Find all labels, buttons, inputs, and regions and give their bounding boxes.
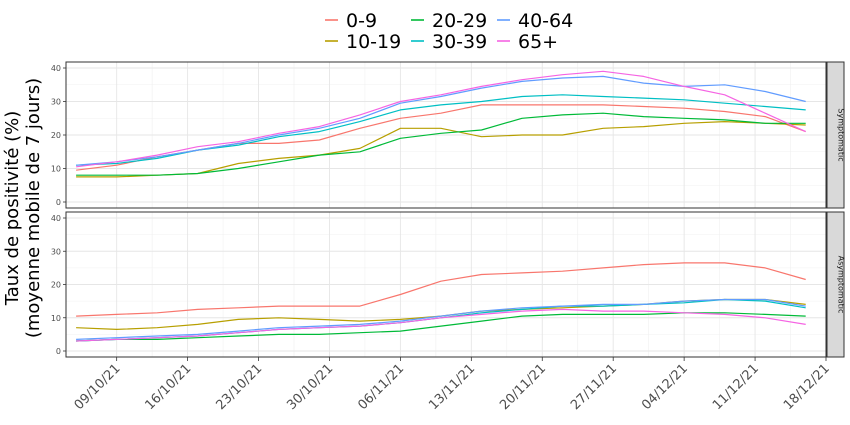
facet-strip-label: Asymptomatic [837, 256, 846, 314]
y-tick-label: 40 [51, 214, 61, 223]
y-tick-label: 30 [51, 247, 61, 256]
facet-strip-label: Symptomatic [837, 108, 846, 161]
y-tick-label: 20 [51, 131, 61, 140]
y-tick-label: 10 [51, 314, 61, 323]
y-tick-label: 40 [51, 64, 61, 73]
legend-label-10-19: 10-19 [346, 31, 401, 53]
x-tick-label: 30/10/21 [284, 361, 336, 413]
facet-strip [826, 61, 845, 209]
panel-border [65, 211, 827, 358]
y-tick-label: 20 [51, 281, 61, 290]
y-axis-title-line1: Taux de positivité (%) [2, 111, 23, 307]
x-tick-label: 04/12/21 [639, 361, 691, 413]
x-tick-label: 11/12/21 [710, 361, 762, 413]
x-tick-label: 06/11/21 [355, 361, 407, 413]
x-tick-label: 27/11/21 [568, 361, 620, 413]
x-tick-label: 20/11/21 [497, 361, 549, 413]
y-axis-title-line2: (moyenne mobile de 7 jours) [23, 78, 44, 338]
legend-label-30-39: 30-39 [432, 31, 487, 53]
panel-symptomatic: 0 10 20 30 40 Symptomatic [51, 61, 846, 209]
y-tick-label: 0 [56, 198, 61, 207]
facet-strip [826, 211, 845, 358]
panel-border [65, 61, 827, 209]
series-line-40-64 [76, 298, 806, 340]
x-tick-label: 18/12/21 [781, 361, 833, 413]
series-line-0-9 [76, 262, 806, 317]
y-tick-label: 0 [56, 347, 61, 356]
x-tick-label: 16/10/21 [143, 361, 195, 413]
panel-asymptomatic: 0 10 20 30 40 Asymptomatic [51, 211, 846, 358]
y-tick-label: 10 [51, 165, 61, 174]
legend-label-65+: 65+ [518, 31, 558, 53]
series-line-65+ [76, 70, 806, 168]
x-tick-label: 13/11/21 [426, 361, 478, 413]
legend-label-0-9: 0-9 [346, 10, 377, 32]
series-line-65+ [76, 308, 806, 342]
y-tick-label: 30 [51, 98, 61, 107]
x-axis: 09/10/21 16/10/21 23/10/21 30/10/21 06/11/21… [72, 357, 833, 413]
legend-label-20-29: 20-29 [432, 10, 487, 32]
x-tick-label: 09/10/21 [72, 361, 124, 413]
x-tick-label: 23/10/21 [213, 361, 265, 413]
series-line-20-29 [76, 112, 806, 176]
legend-label-40-64: 40-64 [518, 10, 573, 32]
